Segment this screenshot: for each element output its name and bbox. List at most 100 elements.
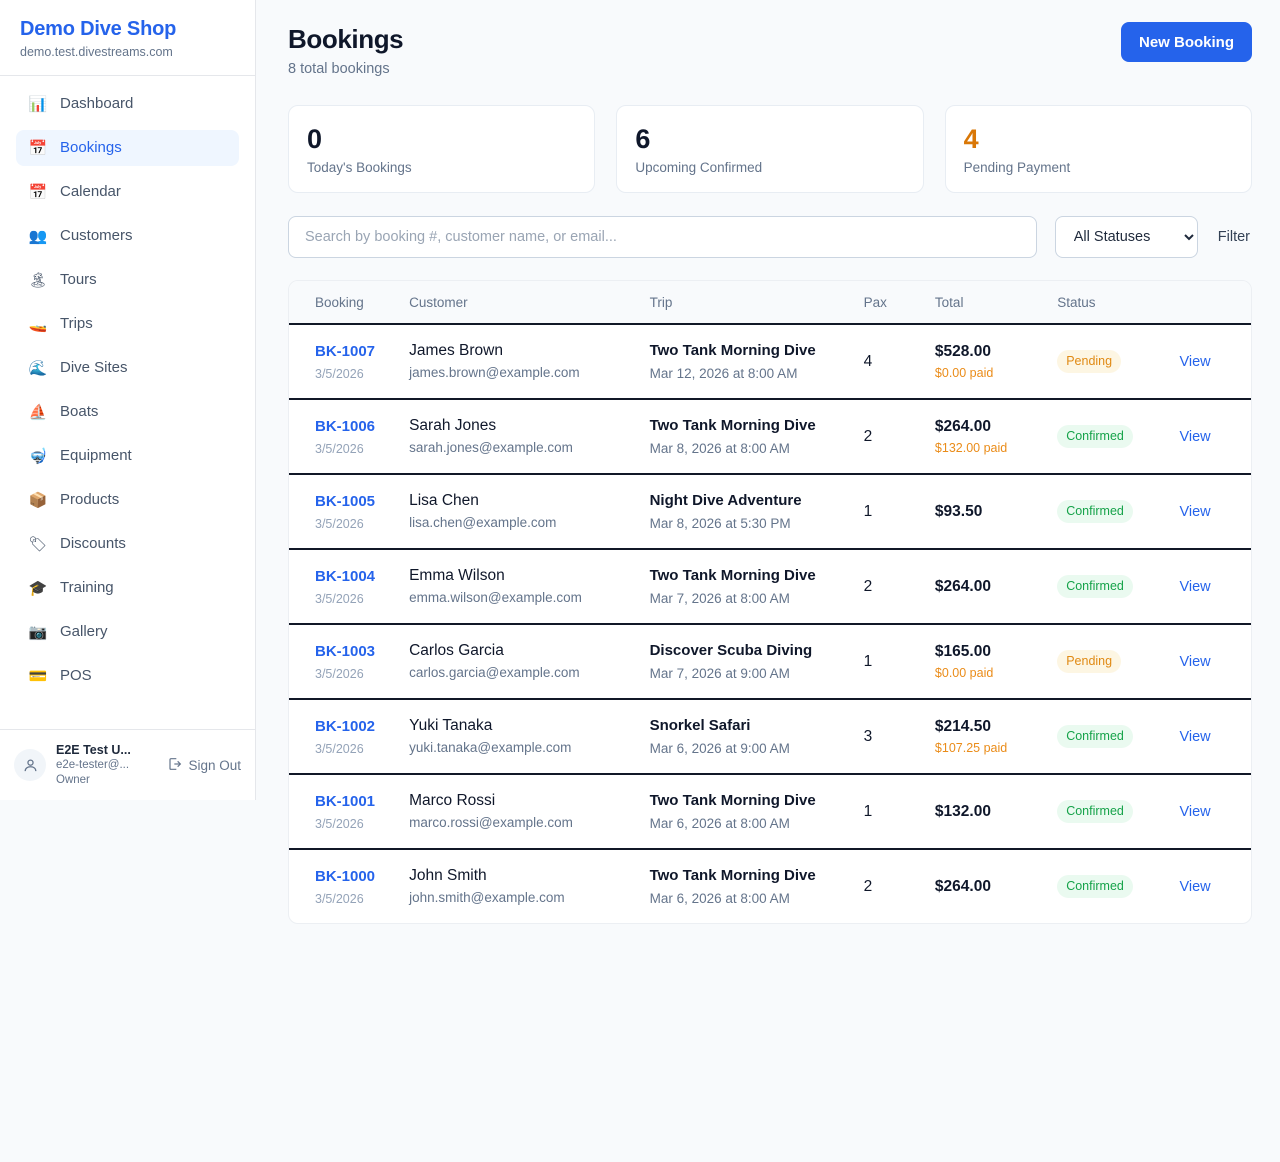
table-header-row: Booking Customer Trip Pax Total Status xyxy=(289,281,1251,325)
cell-action: View xyxy=(1171,774,1251,850)
sidebar-item-customers[interactable]: 👥 Customers xyxy=(16,218,239,254)
sidebar-item-dive-sites[interactable]: 🌊 Dive Sites xyxy=(16,350,239,386)
booking-created-date: 3/5/2026 xyxy=(315,517,364,531)
trip-name: Two Tank Morning Dive xyxy=(649,342,816,359)
sidebar-item-boats[interactable]: ⛵ Boats xyxy=(16,394,239,430)
customer-name: Emma Wilson xyxy=(409,567,505,584)
table-row[interactable]: BK-1004 3/5/2026 Emma Wilson emma.wilson@ex… xyxy=(289,549,1251,625)
view-link[interactable]: View xyxy=(1179,803,1211,820)
sidebar-item-equipment[interactable]: 🤿 Equipment xyxy=(16,438,239,474)
cell-pax: 4 xyxy=(855,324,927,400)
sign-out-button[interactable]: Sign Out xyxy=(167,756,241,775)
page-title: Bookings xyxy=(288,24,404,54)
sidebar-item-discounts[interactable]: 🏷 Discounts xyxy=(16,526,239,562)
booking-id-link[interactable]: BK-1006 xyxy=(315,418,376,435)
col-header-customer: Customer xyxy=(401,281,642,325)
booking-id-link[interactable]: BK-1007 xyxy=(315,343,376,360)
sidebar-item-calendar[interactable]: 📅 Calendar xyxy=(16,174,239,210)
view-link[interactable]: View xyxy=(1179,428,1211,445)
view-link[interactable]: View xyxy=(1179,353,1211,370)
cell-trip: Two Tank Morning Dive Mar 12, 2026 at 8:0… xyxy=(641,324,856,400)
sidebar-item-pos[interactable]: 💳 POS xyxy=(16,658,239,694)
table-row[interactable]: BK-1007 3/5/2026 James Brown james.brown@ex… xyxy=(289,324,1251,400)
sidebar-nav: 📊 Dashboard 📅 Bookings 📅 Calendar 👥 Customers 🏝 T… xyxy=(0,76,255,729)
new-booking-button[interactable]: New Booking xyxy=(1120,22,1252,62)
stat-label: Pending Payment xyxy=(963,160,1071,175)
booking-id-link[interactable]: BK-1002 xyxy=(315,718,376,735)
trip-datetime: Mar 6, 2026 at 9:00 AM xyxy=(649,741,790,756)
sidebar-item-bookings[interactable]: 📅 Bookings xyxy=(16,130,239,166)
user-block: E2E Test U... e2e-tester@... Owner Sign … xyxy=(0,729,255,800)
table-row[interactable]: BK-1000 3/5/2026 John Smith john.smith@exam… xyxy=(289,849,1251,923)
status-badge: Confirmed xyxy=(1057,725,1133,748)
booking-id-link[interactable]: BK-1000 xyxy=(315,868,376,885)
page-subtitle: 8 total bookings xyxy=(288,61,390,77)
cell-status: Confirmed xyxy=(1049,699,1172,775)
trip-name: Discover Scuba Diving xyxy=(649,642,813,659)
booking-id-link[interactable]: BK-1001 xyxy=(315,793,376,810)
sidebar-item-label: POS xyxy=(60,667,92,684)
bookings-table-card: Booking Customer Trip Pax Total Status B… xyxy=(288,280,1252,924)
sidebar-item-products[interactable]: 📦 Products xyxy=(16,482,239,518)
cell-pax: 2 xyxy=(855,549,927,625)
sidebar-item-tours[interactable]: 🏝 Tours xyxy=(16,262,239,298)
customer-name: Marco Rossi xyxy=(409,792,496,809)
customer-email: lisa.chen@example.com xyxy=(409,515,557,530)
booking-created-date: 3/5/2026 xyxy=(315,892,364,906)
cell-status: Confirmed xyxy=(1049,849,1171,923)
trip-datetime: Mar 8, 2026 at 5:30 PM xyxy=(649,516,791,531)
total-amount: $165.00 xyxy=(934,643,991,660)
cell-booking: BK-1004 3/5/2026 xyxy=(289,549,402,625)
filters-row: All Statuses Filter xyxy=(288,216,1252,258)
cell-trip: Two Tank Morning Dive Mar 6, 2026 at 8:00… xyxy=(641,774,856,850)
cell-action: View xyxy=(1171,399,1251,475)
sidebar-item-training[interactable]: 🎓 Training xyxy=(16,570,239,606)
total-amount: $528.00 xyxy=(934,343,991,360)
customer-name: Sarah Jones xyxy=(409,417,497,434)
page-header: Bookings 8 total bookings New Booking xyxy=(288,22,1252,79)
sidebar-item-label: Training xyxy=(60,579,114,596)
sidebar-item-dashboard[interactable]: 📊 Dashboard xyxy=(16,86,239,122)
main-content: Bookings 8 total bookings New Booking 0 T… xyxy=(256,0,1280,1162)
camera-icon: 📷 xyxy=(28,622,48,641)
table-row[interactable]: BK-1003 3/5/2026 Carlos Garcia carlos.garci… xyxy=(289,624,1251,700)
booking-id-link[interactable]: BK-1004 xyxy=(315,568,376,585)
table-row[interactable]: BK-1001 3/5/2026 Marco Rossi marco.rossi@ex… xyxy=(289,774,1251,850)
trip-name: Two Tank Morning Dive xyxy=(649,567,816,584)
cell-action: View xyxy=(1171,474,1251,550)
sidebar-item-gallery[interactable]: 📷 Gallery xyxy=(16,614,239,650)
search-input[interactable] xyxy=(288,216,1037,258)
cell-pax: 1 xyxy=(855,774,927,850)
cell-status: Confirmed xyxy=(1049,549,1172,625)
booking-id-link[interactable]: BK-1005 xyxy=(315,493,376,510)
table-row[interactable]: BK-1005 3/5/2026 Lisa Chen lisa.chen@exampl… xyxy=(289,474,1251,550)
view-link[interactable]: View xyxy=(1179,728,1211,745)
view-link[interactable]: View xyxy=(1179,653,1211,670)
cell-total: $264.00 $132.00 paid xyxy=(926,399,1050,475)
view-link[interactable]: View xyxy=(1179,503,1211,520)
bookings-table: Booking Customer Trip Pax Total Status B… xyxy=(289,281,1251,923)
table-row[interactable]: BK-1002 3/5/2026 Yuki Tanaka yuki.tanaka@ex… xyxy=(289,699,1251,775)
view-link[interactable]: View xyxy=(1179,578,1211,595)
table-row[interactable]: BK-1006 3/5/2026 Sarah Jones sarah.jones@ex… xyxy=(289,399,1251,475)
stat-card: 0 Today's Bookings xyxy=(288,105,596,193)
cell-status: Confirmed xyxy=(1049,399,1172,475)
sidebar-item-trips[interactable]: 🚤 Trips xyxy=(16,306,239,342)
paid-amount: $0.00 paid xyxy=(934,366,994,380)
cell-total: $93.50 xyxy=(926,474,1050,550)
status-filter-select[interactable]: All Statuses xyxy=(1054,216,1198,258)
col-header-booking: Booking xyxy=(289,281,402,325)
cell-trip: Discover Scuba Diving Mar 7, 2026 at 9:00… xyxy=(641,624,856,700)
brand-block: Demo Dive Shop demo.test.divestreams.com xyxy=(0,0,255,76)
brand-title: Demo Dive Shop xyxy=(20,18,177,40)
view-link[interactable]: View xyxy=(1179,878,1211,895)
total-amount: $264.00 xyxy=(934,577,991,595)
cell-booking: BK-1001 3/5/2026 xyxy=(289,774,402,850)
user-role: Owner xyxy=(56,774,90,786)
sidebar-item-label: Trips xyxy=(60,315,93,332)
booking-id-link[interactable]: BK-1003 xyxy=(315,643,376,660)
filter-button[interactable]: Filter xyxy=(1217,229,1250,245)
sidebar: Demo Dive Shop demo.test.divestreams.com… xyxy=(0,0,256,1162)
cell-action: View xyxy=(1171,849,1251,923)
